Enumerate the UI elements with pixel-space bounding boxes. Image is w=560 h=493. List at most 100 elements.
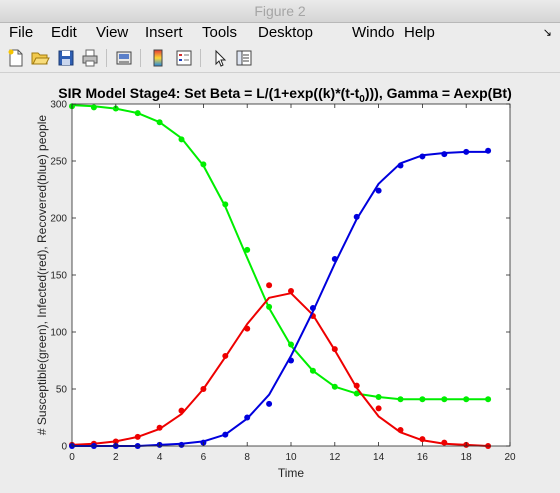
- x-tick-label: 10: [285, 452, 297, 463]
- x-axis-label: Time: [278, 466, 305, 480]
- data-point-susceptible: [463, 396, 470, 403]
- x-tick-label: 2: [113, 452, 119, 463]
- data-point-recovered: [331, 256, 338, 263]
- menu-tools[interactable]: Tools: [202, 24, 238, 41]
- menu-bar: File Edit View Insert Tools Desktop Wind…: [0, 23, 560, 44]
- data-point-infected: [353, 382, 360, 389]
- data-point-susceptible: [112, 105, 119, 112]
- series-line-susceptible: [71, 104, 489, 401]
- data-point-susceptible: [331, 383, 338, 390]
- data-point-recovered: [178, 441, 185, 448]
- data-point-infected: [266, 282, 273, 289]
- new-figure-icon[interactable]: [6, 48, 26, 68]
- data-point-susceptible: [200, 161, 207, 168]
- y-tick-label: 50: [56, 385, 68, 396]
- y-tick-label: 300: [50, 100, 67, 111]
- data-point-recovered: [397, 162, 404, 169]
- figure-area: SIR Model Stage4: Set Beta = L/(1+exp((k…: [0, 73, 560, 493]
- data-point-susceptible: [353, 390, 360, 397]
- data-point-susceptible: [288, 341, 294, 348]
- data-point-infected: [441, 439, 448, 446]
- data-point-susceptible: [156, 119, 163, 126]
- y-tick-label: 150: [50, 271, 67, 282]
- data-point-susceptible: [90, 104, 97, 111]
- data-point-recovered: [485, 147, 492, 154]
- double-chevron-right-icon[interactable]: ↘: [542, 27, 552, 39]
- data-point-recovered: [309, 305, 316, 312]
- y-axis-label: # Susceptible(green), Infected(red), Rec…: [35, 115, 49, 436]
- y-tick-label: 200: [50, 214, 67, 225]
- x-tick-label: 12: [329, 452, 341, 463]
- data-point-susceptible: [178, 136, 185, 143]
- menu-desktop[interactable]: Desktop: [258, 24, 314, 41]
- data-point-infected: [288, 287, 294, 294]
- x-tick-label: 18: [461, 452, 473, 463]
- data-point-susceptible: [266, 303, 273, 310]
- x-tick-label: 4: [157, 452, 163, 463]
- data-point-infected: [244, 325, 251, 332]
- window-title: Figure 2: [254, 3, 306, 19]
- data-point-recovered: [288, 357, 294, 364]
- data-point-infected: [331, 346, 338, 353]
- chart-title: SIR Model Stage4: Set Beta = L/(1+exp((k…: [58, 85, 512, 105]
- data-point-infected: [178, 407, 185, 414]
- data-point-infected: [419, 436, 426, 443]
- data-point-infected: [200, 386, 207, 392]
- data-point-recovered: [222, 431, 229, 438]
- pointer-icon[interactable]: [210, 48, 230, 68]
- toolbar-separator: [200, 49, 201, 67]
- menu-help[interactable]: Help: [404, 24, 435, 41]
- data-point-infected: [222, 352, 229, 359]
- data-point-susceptible: [222, 201, 229, 208]
- save-icon[interactable]: [56, 48, 76, 68]
- x-tick-label: 6: [201, 452, 207, 463]
- x-tick-label: 16: [417, 452, 429, 463]
- open-file-icon[interactable]: [30, 48, 50, 68]
- data-point-recovered: [441, 151, 448, 158]
- y-tick-label: 100: [50, 328, 67, 339]
- window-title-bar: Figure 2: [0, 0, 560, 23]
- data-point-recovered: [463, 148, 470, 155]
- y-tick-label: 250: [50, 157, 67, 168]
- data-point-susceptible: [485, 396, 492, 403]
- y-tick-label: 0: [61, 442, 67, 453]
- axes-background[interactable]: [72, 104, 510, 446]
- toolbar: [0, 44, 560, 73]
- menu-insert[interactable]: Insert: [145, 24, 183, 41]
- legend-icon[interactable]: [174, 48, 194, 68]
- data-point-susceptible: [309, 367, 316, 374]
- toolbar-separator: [140, 49, 141, 67]
- link-plot-icon[interactable]: [114, 48, 134, 68]
- data-point-susceptible: [375, 393, 382, 400]
- data-point-infected: [375, 405, 382, 412]
- data-point-recovered: [353, 213, 360, 220]
- data-point-infected: [397, 427, 404, 434]
- data-point-recovered: [375, 187, 382, 194]
- data-point-susceptible: [419, 396, 426, 403]
- data-point-infected: [156, 424, 163, 431]
- x-tick-label: 8: [244, 452, 250, 463]
- data-point-susceptible: [134, 110, 141, 117]
- data-point-susceptible: [441, 396, 448, 403]
- data-point-recovered: [419, 153, 426, 160]
- menu-view[interactable]: View: [96, 24, 129, 41]
- series-line-infected: [71, 292, 489, 447]
- x-tick-label: 0: [69, 452, 75, 463]
- menu-file[interactable]: File: [9, 24, 34, 41]
- data-point-infected: [112, 438, 119, 445]
- data-point-recovered: [266, 400, 273, 407]
- toolbar-separator: [106, 49, 107, 67]
- sir-chart: SIR Model Stage4: Set Beta = L/(1+exp((k…: [35, 85, 516, 480]
- x-tick-label: 14: [373, 452, 385, 463]
- print-icon[interactable]: [80, 48, 100, 68]
- menu-edit[interactable]: Edit: [51, 24, 77, 41]
- data-point-susceptible: [244, 246, 251, 253]
- data-point-susceptible: [397, 396, 404, 403]
- menu-window[interactable]: Windo: [352, 24, 395, 41]
- data-point-infected: [134, 433, 141, 440]
- x-tick-label: 20: [504, 452, 516, 463]
- data-point-recovered: [244, 414, 251, 421]
- colorbar-icon[interactable]: [148, 48, 168, 68]
- property-editor-icon[interactable]: [234, 48, 254, 68]
